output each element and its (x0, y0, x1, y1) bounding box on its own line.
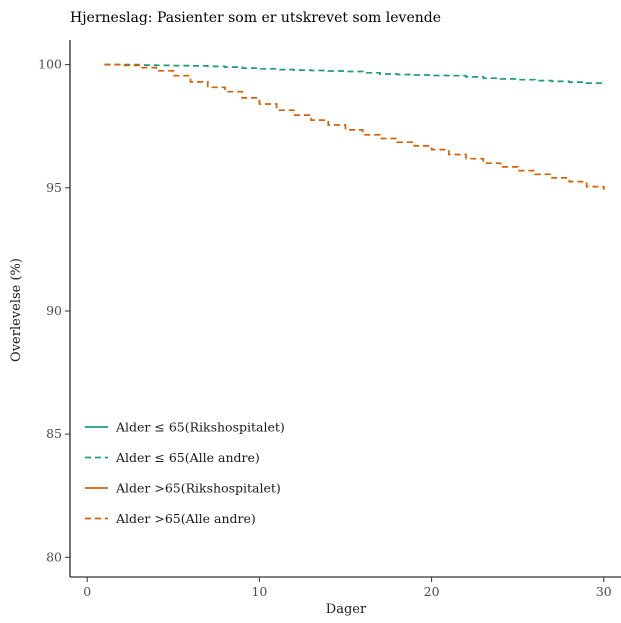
x-tick-label: 20 (424, 584, 440, 599)
series-line-1 (104, 63, 605, 84)
series-line-3 (104, 63, 605, 190)
legend: Alder ≤ 65(Rikshospitalet) Alder ≤ 65(All… (85, 420, 285, 526)
plot-area (104, 63, 605, 190)
x-tick-label: 10 (251, 584, 267, 599)
y-ticks: 80 85 90 95 100 (38, 57, 70, 564)
legend-label-0: Alder ≤ 65(Rikshospitalet) (115, 420, 285, 435)
y-tick-label: 80 (46, 549, 62, 564)
y-tick-label: 100 (38, 57, 62, 72)
chart-title: Hjerneslag: Pasienter som er utskrevet s… (70, 10, 441, 26)
legend-label-1: Alder ≤ 65(Alle andre) (115, 450, 260, 465)
x-ticks: 0 10 20 30 (83, 577, 612, 599)
y-tick-label: 90 (46, 303, 62, 318)
legend-label-2: Alder >65(Rikshospitalet) (115, 481, 281, 496)
y-tick-label: 85 (46, 426, 62, 441)
x-tick-label: 30 (596, 584, 612, 599)
y-tick-label: 95 (46, 180, 62, 195)
y-axis-title: Overlevelse (%) (9, 258, 24, 362)
x-axis-title: Dager (326, 602, 367, 617)
x-tick-label: 0 (83, 584, 91, 599)
legend-label-3: Alder >65(Alle andre) (115, 511, 256, 526)
